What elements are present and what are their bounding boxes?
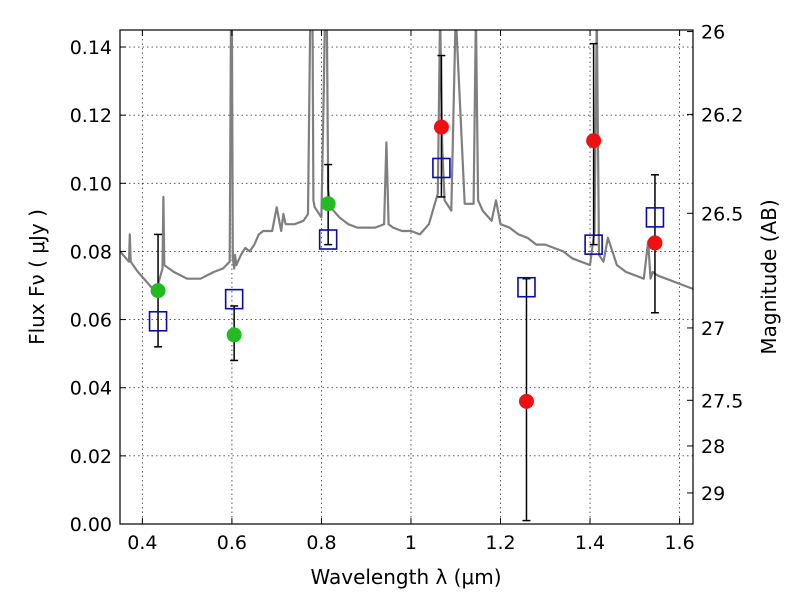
y-tick-label: 0.12 xyxy=(70,105,112,127)
y-tick-label: 0.14 xyxy=(70,37,112,59)
right-tick-label: 29 xyxy=(701,483,725,505)
y-tick-label: 0.00 xyxy=(70,514,112,536)
template-layer xyxy=(120,30,693,294)
x-axis-label: Wavelength λ (μm) xyxy=(310,565,501,589)
observed-red-point xyxy=(433,119,449,135)
right-tick-label: 26.5 xyxy=(701,203,743,225)
y-tick-label: 0.04 xyxy=(70,378,112,400)
y-tick-label: 0.06 xyxy=(70,310,112,332)
right-tick-label: 26.2 xyxy=(701,104,743,126)
y-tick-label: 0.02 xyxy=(70,446,112,468)
right-tick-label: 28 xyxy=(701,436,725,458)
y-tick-label: 0.08 xyxy=(70,241,112,263)
labels-layer: 0.4 0.6 0.8 1 1.2 1.4 1.6 0.00 0.02 0.04 0.06 0.08 0… xyxy=(70,22,744,554)
model-square-marker xyxy=(517,276,536,298)
x-tick-label: 0.8 xyxy=(306,532,336,554)
right-axis-label: Magnitude (AB) xyxy=(757,199,781,354)
right-tick-label: 27.5 xyxy=(701,390,743,412)
observed-green-point xyxy=(150,283,166,299)
x-tick-label: 1 xyxy=(405,532,417,554)
model-square-marker xyxy=(432,157,451,179)
x-tick-label: 0.4 xyxy=(127,532,157,554)
y-tick-label: 0.10 xyxy=(70,173,112,195)
x-tick-label: 1.6 xyxy=(664,532,694,554)
model-square-marker xyxy=(645,207,665,228)
model-square-marker xyxy=(148,310,168,332)
x-tick-label: 1.2 xyxy=(485,532,515,554)
x-tick-label: 1.4 xyxy=(575,532,605,554)
template-spectrum-line xyxy=(120,30,693,294)
right-tick-label: 26 xyxy=(701,22,725,44)
ticks-layer xyxy=(120,30,693,525)
model-square-marker xyxy=(318,229,338,250)
model-square-marker xyxy=(224,288,244,310)
observed-green-point xyxy=(320,196,336,212)
plot-frame xyxy=(119,29,694,525)
observed-red-point xyxy=(586,133,602,149)
x-tick-label: 0.6 xyxy=(217,532,247,554)
observed-green-point xyxy=(226,327,242,343)
right-tick-label: 27 xyxy=(701,318,725,340)
observed-red-point xyxy=(518,393,534,409)
marker-layer xyxy=(148,119,665,409)
observed-red-point xyxy=(647,235,663,251)
model-square-marker xyxy=(584,234,603,255)
y-axis-label: Flux Fν ( μJy ) xyxy=(25,209,49,345)
